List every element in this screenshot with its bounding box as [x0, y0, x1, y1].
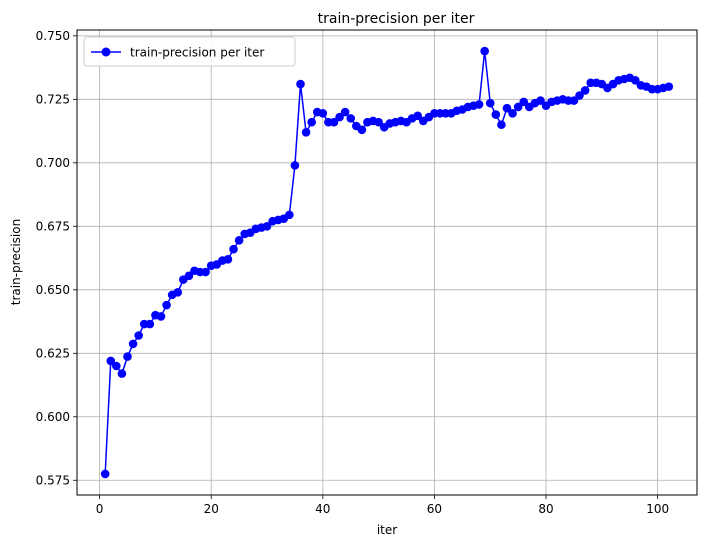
data-point — [201, 267, 210, 277]
y-axis-label: train-precision — [9, 219, 23, 305]
data-point — [513, 102, 523, 112]
data-point — [519, 97, 529, 107]
data-point — [631, 75, 640, 85]
data-point — [234, 235, 244, 245]
y-tick-label: 0.575 — [36, 474, 70, 488]
x-tick-label: 0 — [96, 502, 104, 516]
legend: train-precision per iter — [83, 36, 296, 67]
data-point — [229, 244, 238, 254]
data-point — [128, 339, 138, 349]
data-point — [290, 161, 300, 170]
x-tick-label: 40 — [315, 502, 330, 516]
data-point — [664, 82, 674, 91]
y-tick-label: 0.600 — [36, 410, 70, 424]
data-point — [162, 300, 171, 310]
data-point — [575, 91, 584, 100]
data-point — [285, 210, 294, 220]
y-tick-label: 0.650 — [36, 283, 70, 297]
series-layer — [100, 46, 674, 479]
data-point — [357, 125, 367, 135]
data-point — [485, 98, 495, 108]
data-point — [569, 96, 579, 105]
data-point — [374, 117, 383, 127]
y-tick-label: 0.675 — [36, 220, 70, 234]
y-axis: 0.575 0.600 0.625 0.650 0.675 0.700 0.725 0.750 — [36, 29, 77, 488]
data-point — [474, 100, 484, 109]
legend-box — [83, 36, 296, 67]
data-point — [580, 86, 590, 95]
x-axis: 0 20 40 60 80 100 — [96, 495, 669, 516]
x-axis-label: iter — [377, 523, 397, 537]
data-point — [223, 255, 233, 264]
data-point — [413, 111, 422, 121]
x-tick-label: 60 — [427, 502, 442, 516]
data-point — [134, 331, 143, 340]
data-point — [301, 128, 311, 137]
data-point — [262, 222, 272, 231]
x-tick-label: 80 — [538, 502, 553, 516]
x-tick-label: 100 — [646, 502, 669, 516]
data-point — [173, 288, 183, 297]
data-point — [100, 469, 110, 479]
legend-label: train-precision per iter — [130, 46, 264, 60]
data-point — [184, 271, 194, 281]
data-point — [497, 120, 506, 130]
y-tick-label: 0.625 — [36, 347, 70, 361]
data-point — [112, 361, 121, 371]
data-point — [329, 117, 339, 127]
data-point — [335, 112, 344, 122]
grid-lines — [77, 30, 697, 495]
data-point — [536, 96, 545, 105]
data-point — [296, 79, 305, 89]
chart-title: train-precision per iter — [318, 11, 475, 27]
data-point — [117, 369, 127, 378]
data-point — [106, 356, 116, 366]
plot-frame — [76, 29, 698, 496]
data-point — [307, 117, 316, 127]
y-tick-label: 0.725 — [36, 93, 70, 107]
data-point — [145, 319, 155, 329]
data-point — [156, 312, 166, 321]
data-point — [346, 114, 356, 123]
data-point — [123, 352, 132, 361]
data-point — [508, 109, 517, 118]
x-tick-label: 20 — [204, 502, 219, 516]
data-point — [340, 107, 350, 117]
data-point — [491, 110, 501, 119]
data-point — [502, 103, 512, 113]
data-point — [480, 46, 489, 56]
y-tick-label: 0.750 — [36, 29, 70, 43]
y-tick-label: 0.700 — [36, 156, 70, 170]
data-point — [318, 109, 328, 118]
legend-marker-sample — [101, 47, 111, 57]
